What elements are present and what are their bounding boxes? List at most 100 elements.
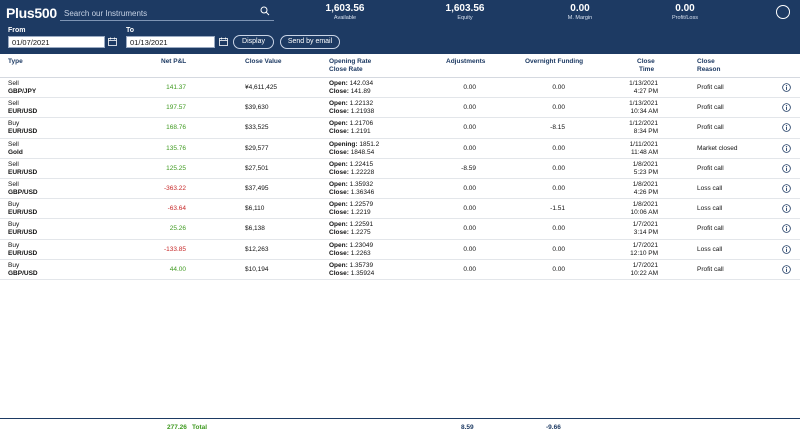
close-reason: Profit call bbox=[697, 265, 724, 273]
info-icon[interactable] bbox=[782, 143, 791, 153]
close-date: 1/7/2021 bbox=[632, 221, 658, 229]
margin-stat: 0.00 M. Margin bbox=[540, 3, 620, 22]
close-value: $37,495 bbox=[245, 184, 269, 192]
trade-direction: Buy bbox=[8, 221, 20, 229]
info-icon[interactable] bbox=[782, 184, 791, 193]
opening-rate-label: Open: bbox=[329, 180, 348, 188]
col-type[interactable]: Type bbox=[8, 58, 23, 65]
opening-rate: Open: 1.22132 bbox=[329, 100, 373, 108]
calendar-icon[interactable] bbox=[219, 37, 228, 46]
col-close-time-2[interactable]: Time bbox=[639, 66, 655, 73]
instrument-name: EUR/USD bbox=[8, 168, 38, 176]
close-date: 1/7/2021 bbox=[632, 261, 658, 269]
info-icon[interactable] bbox=[782, 224, 791, 234]
close-time: 11:48 AM bbox=[631, 148, 658, 156]
close-value: $12,263 bbox=[245, 245, 269, 253]
display-button[interactable]: Display bbox=[233, 35, 274, 49]
close-rate-label: Close: bbox=[329, 269, 349, 277]
close-reason: Profit call bbox=[697, 225, 724, 233]
net-pl-value: 25.26 bbox=[169, 225, 186, 233]
net-pl-value: 44.00 bbox=[169, 265, 186, 273]
close-date: 1/12/2021 bbox=[629, 120, 658, 128]
trade-direction: Buy bbox=[8, 261, 20, 269]
close-reason: Loss call bbox=[697, 184, 723, 192]
info-icon[interactable] bbox=[782, 244, 791, 254]
table-row[interactable]: Buy EUR/USD 168.76 $33,525 Open: 1.21706 Clos… bbox=[0, 118, 800, 139]
close-rate-label: Close: bbox=[329, 148, 349, 156]
table-row[interactable]: Buy EUR/USD 25.26 $6,138 Open: 1.22591 Close:… bbox=[0, 219, 800, 240]
send-by-email-button[interactable]: Send by email bbox=[280, 35, 340, 49]
instrument-name: EUR/USD bbox=[8, 128, 38, 136]
table-header: Type Net P&L Close Value Opening Rate Cl… bbox=[0, 54, 800, 78]
col-opening-rate[interactable]: Opening Rate bbox=[329, 58, 372, 65]
instrument-name: EUR/USD bbox=[8, 108, 38, 116]
info-icon[interactable] bbox=[782, 204, 791, 213]
info-icon[interactable] bbox=[782, 163, 791, 173]
equity-label: Equity bbox=[457, 15, 473, 21]
opening-rate-value: 1.22579 bbox=[349, 201, 374, 209]
search-box[interactable] bbox=[60, 3, 274, 22]
info-icon[interactable] bbox=[782, 123, 791, 133]
net-pl-value: 125.25 bbox=[166, 164, 186, 172]
search-input[interactable] bbox=[60, 5, 250, 22]
col-adjustments[interactable]: Adjustments bbox=[446, 58, 486, 65]
instrument-name: EUR/USD bbox=[8, 229, 38, 237]
instrument-name: GBP/USD bbox=[8, 269, 38, 277]
table-row[interactable]: Sell Gold 135.76 $29,577 Opening: 1851.2 Clos… bbox=[0, 139, 800, 159]
table-row[interactable]: Buy EUR/USD -133.85 $12,263 Open: 1.23049 Clo… bbox=[0, 240, 800, 260]
calendar-icon[interactable] bbox=[108, 37, 117, 46]
instrument-name: EUR/USD bbox=[8, 249, 38, 257]
close-value: $39,630 bbox=[245, 104, 269, 112]
close-rate: Close: 1.2275 bbox=[329, 229, 371, 237]
col-close-reason-1[interactable]: Close bbox=[697, 58, 715, 65]
col-overnight-funding[interactable]: Overnight Funding bbox=[525, 58, 584, 65]
info-icon[interactable] bbox=[782, 103, 791, 112]
close-reason: Loss call bbox=[697, 245, 723, 253]
close-date: 1/13/2021 bbox=[629, 100, 658, 108]
close-rate: Close: 1.22228 bbox=[329, 169, 374, 177]
adjustments-value: 0.00 bbox=[463, 245, 476, 253]
net-pl-value: 135.76 bbox=[166, 144, 186, 152]
adjustments-value: 0.00 bbox=[463, 225, 476, 233]
close-rate: Close: 1.21938 bbox=[329, 108, 374, 116]
col-close-value[interactable]: Close Value bbox=[245, 58, 282, 65]
col-close-reason-2[interactable]: Reason bbox=[697, 66, 721, 73]
adjustments-value: -8.59 bbox=[461, 164, 476, 172]
col-close-time-1[interactable]: Close bbox=[637, 58, 655, 65]
table-row[interactable]: Sell GBP/JPY 141.37 ¥4,611,425 Open: 142.034… bbox=[0, 78, 800, 99]
col-net-pl[interactable]: Net P&L bbox=[161, 58, 187, 65]
user-icon[interactable] bbox=[776, 5, 790, 19]
col-close-rate[interactable]: Close Rate bbox=[329, 66, 363, 73]
opening-rate-label: Open: bbox=[329, 100, 348, 108]
totals-footer: 277.26 Total 8.59 -9.66 bbox=[0, 418, 800, 434]
close-rate-value: 1.21938 bbox=[350, 108, 375, 116]
from-date-field[interactable]: 01/07/2021 bbox=[8, 36, 105, 48]
table-row[interactable]: Buy EUR/USD -63.64 $6,110 Open: 1.22579 Close… bbox=[0, 199, 800, 220]
top-bar: Plus500 1,603.56 Available 1,603.56 Equi… bbox=[0, 0, 800, 24]
close-time: 3:14 PM bbox=[633, 229, 658, 237]
table-row[interactable]: Buy GBP/USD 44.00 $10,194 Open: 1.35739 Close… bbox=[0, 260, 800, 280]
close-rate: Close: 1.2219 bbox=[329, 209, 371, 217]
search-icon[interactable] bbox=[260, 6, 270, 16]
opening-rate-label: Open: bbox=[329, 201, 348, 209]
opening-rate-value: 1851.2 bbox=[359, 140, 380, 148]
close-value: ¥4,611,425 bbox=[245, 84, 278, 91]
logo[interactable]: Plus500 bbox=[6, 5, 57, 21]
profit-loss-value: 0.00 bbox=[675, 3, 695, 14]
opening-rate-value: 1.21706 bbox=[349, 120, 374, 128]
opening-rate: Opening: 1851.2 bbox=[329, 141, 379, 149]
table-row[interactable]: Sell GBP/USD -363.22 $37,495 Open: 1.35932 Cl… bbox=[0, 179, 800, 200]
table-row[interactable]: Sell EUR/USD 197.57 $39,630 Open: 1.22132 Clo… bbox=[0, 98, 800, 119]
overnight-funding-value: 0.00 bbox=[552, 84, 565, 91]
close-time: 4:26 PM bbox=[633, 188, 658, 196]
trade-direction: Sell bbox=[8, 100, 19, 108]
close-value: $27,501 bbox=[245, 164, 269, 172]
close-rate: Close: 1.36346 bbox=[329, 189, 374, 197]
info-icon[interactable] bbox=[782, 83, 791, 92]
table-row[interactable]: Sell EUR/USD 125.25 $27,501 Open: 1.22415 Clo… bbox=[0, 159, 800, 179]
close-date: 1/8/2021 bbox=[632, 180, 658, 188]
to-date-field[interactable]: 01/13/2021 bbox=[126, 36, 215, 48]
close-rate-label: Close: bbox=[329, 229, 349, 237]
info-icon[interactable] bbox=[782, 264, 791, 274]
close-reason: Profit call bbox=[697, 104, 724, 112]
